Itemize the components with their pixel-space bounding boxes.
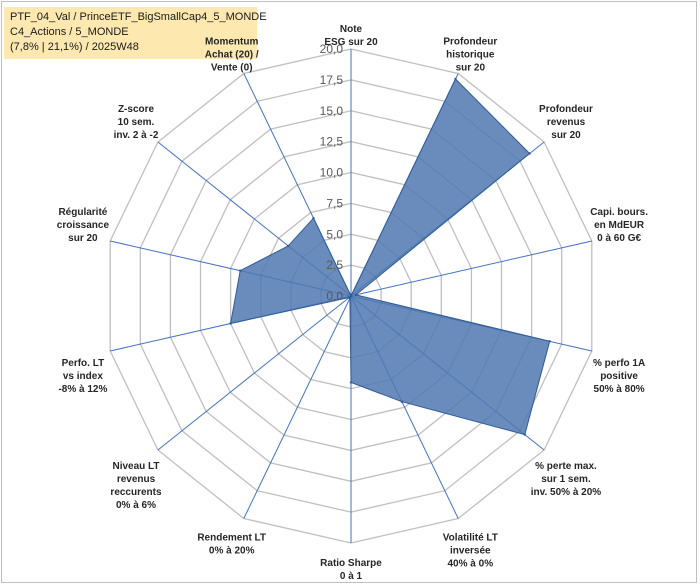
data-point-10: [229, 322, 232, 325]
axis-label-9: revenus: [117, 474, 156, 485]
axis-label-9: reccurents: [110, 487, 162, 498]
axis-label-2: sur 20: [551, 130, 581, 141]
data-point-4: [548, 340, 551, 343]
axis-label-0: ESG sur 20: [324, 37, 378, 48]
data-point-13: [312, 216, 315, 220]
data-series-area: [229, 78, 551, 436]
data-point-7: [349, 381, 353, 384]
data-point-5: [523, 433, 526, 436]
axis-label-11: croissance: [57, 220, 110, 231]
tick-label: 7,5: [326, 196, 343, 210]
axis-label-11: Régularité: [58, 207, 107, 218]
tick-label: 0,0: [326, 289, 343, 303]
axis-label-2: Profondeur: [539, 104, 593, 115]
title-line-1: PTF_04_Val / PrinceETF_BigSmallCap4_5_MO…: [10, 11, 267, 23]
data-point-11: [239, 269, 242, 272]
axis-label-2: revenus: [547, 117, 586, 128]
data-point-1: [454, 77, 457, 81]
axis-label-6: 40% à 0%: [448, 559, 494, 570]
axis-label-1: sur 20: [456, 63, 486, 74]
axis-label-13: Momentum: [205, 37, 258, 48]
axis-label-4: 50% à 80%: [594, 384, 645, 395]
title-box: PTF_04_Val / PrinceETF_BigSmallCap4_5_MO…: [4, 7, 267, 59]
title-line-2: C4_Actions / 5_MONDE: [10, 26, 129, 38]
axis-label-5: sur 1 sem.: [541, 474, 591, 485]
axis-label-8: Rendement LT: [197, 533, 266, 544]
axis-label-6: inversée: [450, 546, 491, 557]
tick-label: 12,5: [320, 135, 344, 149]
axis-label-10: -8% à 12%: [58, 384, 107, 395]
axis-label-3: Capi. bours.: [590, 207, 648, 218]
data-point-2: [528, 152, 531, 155]
axis-label-7: Ratio Sharpe: [320, 558, 382, 569]
axis-label-4: % perfo 1A: [593, 358, 645, 369]
axis-label-12: inv. 2 à -2: [114, 130, 159, 141]
axis-label-13: Vente (0): [211, 63, 253, 74]
axis-label-7: 0 à 1: [340, 571, 363, 582]
tick-label: 5,0: [326, 227, 343, 241]
data-point-6: [400, 400, 404, 403]
spoke-9: [157, 295, 352, 451]
axis-label-13: Achat (20) /: [205, 50, 259, 61]
axis-label-8: 0% à 20%: [209, 546, 255, 557]
data-point-0: [349, 294, 353, 298]
tick-label: 10,0: [320, 166, 344, 180]
axis-label-9: 0% à 6%: [116, 500, 156, 511]
tick-label: 20,0: [320, 42, 344, 56]
data-point-12: [287, 244, 290, 248]
data-point-3: [354, 293, 357, 297]
axis-label-5: inv. 50% à 20%: [531, 487, 602, 498]
axis-label-1: Profondeur: [443, 37, 497, 48]
axis-label-11: sur 20: [68, 233, 98, 244]
axis-label-12: 10 sem.: [118, 117, 155, 128]
axis-label-10: vs index: [63, 371, 103, 382]
axis-label-1: historique: [446, 50, 495, 61]
axis-label-6: Volatilité LT: [443, 533, 498, 544]
spoke-3: [350, 240, 592, 297]
tick-label: 17,5: [320, 73, 344, 87]
axis-label-9: Niveau LT: [112, 461, 159, 472]
tick-label: 15,0: [320, 104, 344, 118]
spoke-8: [243, 295, 352, 519]
axis-label-3: 0 à 60 G€: [597, 233, 641, 244]
axis-label-4: positive: [600, 371, 638, 382]
axis-label-3: en MdEUR: [594, 220, 645, 231]
axis-label-5: % perte max.: [535, 461, 597, 472]
axis-label-0: Note: [340, 24, 363, 35]
data-point-9: [347, 296, 351, 299]
axis-label-12: Z-score: [118, 104, 155, 115]
tick-label: 2,5: [326, 258, 343, 272]
axis-label-10: Perfo. LT: [62, 358, 105, 369]
title-line-3: (7,8% | 21,1%) / 2025W48: [10, 41, 139, 53]
